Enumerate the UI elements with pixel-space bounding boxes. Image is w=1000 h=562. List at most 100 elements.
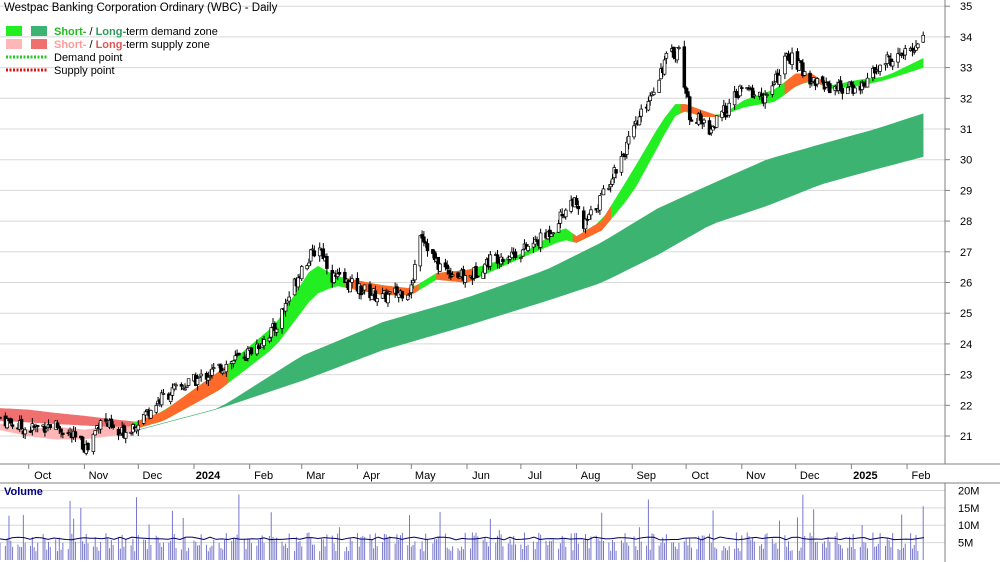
volume-tick-label: 5M	[958, 538, 973, 550]
price-bar-body	[343, 271, 347, 283]
price-bar-body	[648, 95, 652, 102]
price-bar-body	[179, 384, 184, 387]
price-bar-body	[405, 294, 410, 301]
price-bar-body	[639, 108, 643, 117]
price-bar-body	[149, 410, 153, 419]
price-bar-body	[23, 429, 27, 435]
price-bar-body	[632, 125, 636, 138]
price-bar-body	[662, 59, 667, 75]
long-term-demand-zone	[138, 113, 924, 431]
price-bar-body	[183, 388, 187, 391]
time-tick-label: Apr	[363, 470, 380, 482]
price-tick-label: 28	[960, 216, 972, 228]
price-bar-body	[237, 352, 241, 356]
price-bar-body	[211, 367, 216, 369]
price-bar-body	[170, 387, 175, 396]
price-bar-body	[878, 64, 882, 72]
price-bar-body	[820, 76, 825, 83]
price-bar-body	[199, 373, 203, 377]
price-bar-body	[98, 420, 103, 430]
price-bar-body	[677, 47, 681, 49]
volume-tick-label: 20M	[958, 485, 979, 497]
price-bar-body	[549, 233, 554, 237]
price-bar-body	[740, 87, 744, 89]
price-bar-body	[348, 281, 352, 293]
short-term-supply-swatch	[6, 39, 22, 49]
time-tick-label: 2025	[853, 470, 877, 482]
price-bar-body	[375, 298, 379, 303]
price-bar-body	[141, 414, 146, 424]
price-bar-body	[589, 209, 593, 216]
price-bar-body	[269, 327, 273, 338]
price-bar-body	[763, 94, 767, 104]
price-bar-body	[61, 432, 65, 435]
price-bar-body	[652, 91, 656, 96]
price-bar-body	[646, 100, 651, 111]
price-bar-body	[689, 119, 694, 122]
price-bar-body	[267, 337, 272, 342]
price-bar-body	[890, 61, 895, 67]
legend-label: Short- / Long-term supply zone	[54, 39, 210, 51]
price-bar-body	[626, 135, 631, 145]
price-tick-label: 21	[960, 431, 972, 443]
price-bar-body	[41, 424, 45, 427]
price-bar-body	[799, 60, 803, 64]
price-bar-body	[637, 116, 642, 126]
price-bar-body	[233, 355, 238, 361]
time-tick-label: Mar	[306, 470, 325, 482]
legend-label: Demand point	[54, 52, 123, 64]
price-bar-body	[224, 363, 229, 373]
price-bar-body	[0, 416, 2, 419]
price-bar-body	[682, 46, 687, 88]
price-bar-body	[413, 264, 417, 281]
supply-transition-band	[138, 363, 229, 429]
price-bar-body	[574, 197, 579, 206]
price-bar-body	[312, 250, 317, 257]
price-bar-body	[296, 277, 300, 288]
price-bar-body	[308, 249, 313, 262]
price-bar-body	[621, 153, 626, 156]
time-tick-label: Feb	[254, 470, 273, 482]
price-tick-label: 23	[960, 370, 972, 382]
price-bar-body	[5, 418, 9, 429]
price-bar-body	[299, 266, 304, 280]
price-bar-body	[513, 251, 518, 258]
volume-label: Volume	[4, 486, 43, 498]
time-tick-label: Nov	[746, 470, 766, 482]
price-bar-body	[607, 187, 611, 190]
price-bar-body	[846, 87, 850, 95]
price-bar-body	[898, 52, 902, 55]
price-bar-body	[287, 296, 291, 302]
price-bar-body	[186, 378, 191, 386]
price-bar-body	[386, 293, 390, 304]
price-bar-body	[476, 275, 480, 278]
price-bar-body	[657, 79, 661, 93]
price-bar-body	[519, 257, 523, 259]
price-bar-body	[445, 264, 449, 270]
price-bar-body	[675, 47, 679, 61]
price-bar-body	[409, 284, 414, 293]
price-axis: 21 22 23 24 25 26 27 28 29 30 31 32 33 34 35	[945, 1, 972, 443]
price-bar-body	[244, 359, 248, 361]
price-bar-body	[865, 77, 870, 88]
price-bar-body	[425, 243, 430, 252]
price-bar-body	[614, 169, 618, 174]
price-tick-label: 32	[960, 93, 972, 105]
price-tick-label: 31	[960, 124, 972, 136]
price-bar-body	[307, 262, 311, 267]
price-bar-body	[350, 278, 354, 283]
price-bar-body	[556, 223, 561, 233]
price-bar-body	[910, 47, 915, 51]
price-bar-body	[208, 375, 212, 377]
price-bar-body	[601, 188, 606, 196]
price-bar-body	[456, 272, 460, 278]
price-bar-body	[916, 43, 920, 49]
price-bar-body	[790, 52, 794, 65]
price-bar-body	[129, 432, 133, 434]
price-bar-body	[714, 115, 719, 128]
price-tick-label: 34	[960, 32, 972, 44]
price-bar-body	[752, 94, 757, 97]
time-tick-label: Oct	[34, 470, 51, 482]
